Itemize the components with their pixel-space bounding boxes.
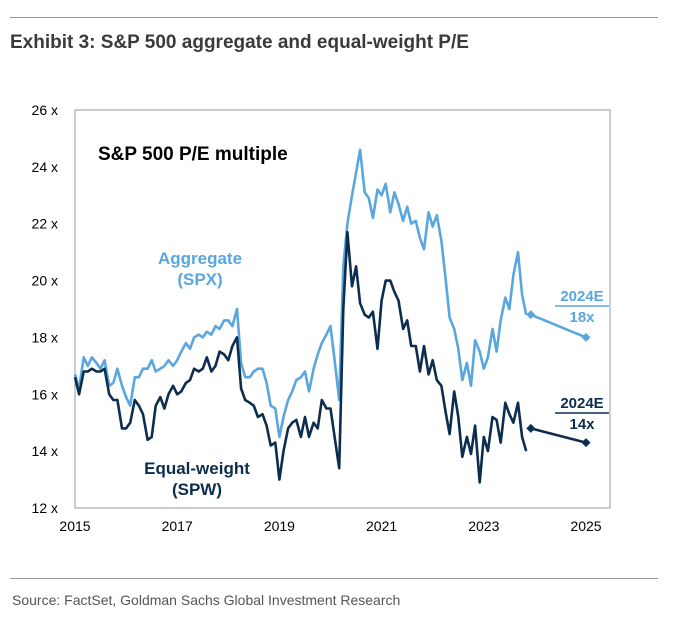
- equal-weight-forecast-value-label: 14x: [569, 416, 595, 433]
- bottom-rule: [10, 578, 658, 579]
- x-tick-label: 2025: [570, 518, 601, 534]
- y-tick-label: 20 x: [32, 273, 58, 289]
- exhibit-title: Exhibit 3: S&P 500 aggregate and equal-w…: [10, 32, 469, 53]
- series-layer: [73, 148, 591, 484]
- series-labels: Aggregate (SPX) 2024E 18x Equal-weight (SPW) 2…: [144, 249, 609, 499]
- equal-weight-forecast-line: [530, 427, 587, 444]
- aggregate-forecast-value-label: 18x: [569, 309, 595, 326]
- y-tick-label: 14 x: [32, 443, 58, 459]
- aggregate-forecast-marker: [581, 332, 591, 342]
- chart-title: S&P 500 P/E multiple: [98, 144, 288, 165]
- aggregate-pe-line: [73, 148, 528, 439]
- equal-weight-series-label: Equal-weight: [144, 459, 250, 478]
- top-rule: [10, 17, 658, 18]
- y-tick-label: 26 x: [32, 102, 58, 118]
- equal-weight-pe-line: [73, 230, 528, 484]
- source-note: Source: FactSet, Goldman Sachs Global In…: [12, 592, 401, 608]
- plot-frame: [74, 109, 611, 509]
- x-tick-label: 2015: [59, 518, 90, 534]
- y-tick-label: 24 x: [32, 159, 58, 175]
- equal-weight-forecast-year-label: 2024E: [560, 395, 603, 412]
- y-tick-label: 18 x: [32, 329, 58, 345]
- equal-weight-forecast-marker: [581, 438, 591, 448]
- equal-weight-forecast-marker: [526, 423, 536, 433]
- x-axis: 2015 2017 2019 2021 2023 2025: [59, 518, 601, 534]
- y-axis: 12 x 14 x 16 x 18 x 20 x 22 x 24 x 26 x: [32, 102, 58, 516]
- aggregate-forecast-marker: [526, 310, 536, 320]
- aggregate-series-label: Aggregate: [158, 249, 242, 268]
- x-tick-label: 2023: [468, 518, 499, 534]
- x-tick-label: 2019: [264, 518, 295, 534]
- equal-weight-series-label: (SPW): [172, 480, 222, 499]
- y-tick-label: 16 x: [32, 386, 58, 402]
- y-tick-label: 22 x: [32, 216, 58, 232]
- x-tick-label: 2021: [366, 518, 397, 534]
- x-tick-label: 2017: [162, 518, 193, 534]
- aggregate-forecast-year-label: 2024E: [560, 288, 603, 305]
- pe-chart: 12 x14 x16 x18 x20 x22 x24 x26 x 2015 201…: [32, 102, 611, 534]
- y-tick-label: 12 x: [32, 500, 58, 516]
- aggregate-series-label: (SPX): [177, 270, 222, 289]
- aggregate-forecast-line: [530, 313, 587, 339]
